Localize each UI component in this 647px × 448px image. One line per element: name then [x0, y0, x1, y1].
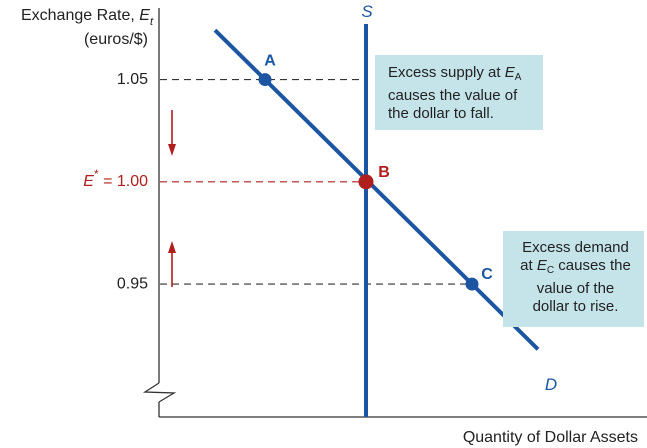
y-tick-label: 1.05: [117, 71, 148, 88]
point-b: [358, 174, 374, 190]
y-axis-break: [142, 382, 177, 403]
rising-arrow: [168, 241, 176, 287]
point-a: [258, 73, 272, 87]
supply-curve-label: S: [361, 2, 373, 21]
point-c-label: C: [481, 266, 493, 283]
point-c: [465, 277, 479, 291]
y-axis-label: Exchange Rate, Et: [21, 7, 154, 28]
falling-arrow: [168, 110, 176, 156]
point-b-label: B: [378, 164, 390, 181]
excess-demand-callout: Excess demand at EC causes the value of …: [503, 231, 644, 327]
demand-curve-label: D: [545, 375, 557, 394]
excess-supply-callout: Excess supply at EA causes the value of …: [375, 55, 543, 130]
x-axis-label: Quantity of Dollar Assets: [463, 429, 638, 446]
equilibrium-tick-label: E* = 1.00: [83, 167, 148, 190]
y-axis-unit: (euros/$): [84, 31, 148, 48]
y-tick-label: 0.95: [117, 275, 148, 292]
point-a-label: A: [264, 53, 276, 70]
